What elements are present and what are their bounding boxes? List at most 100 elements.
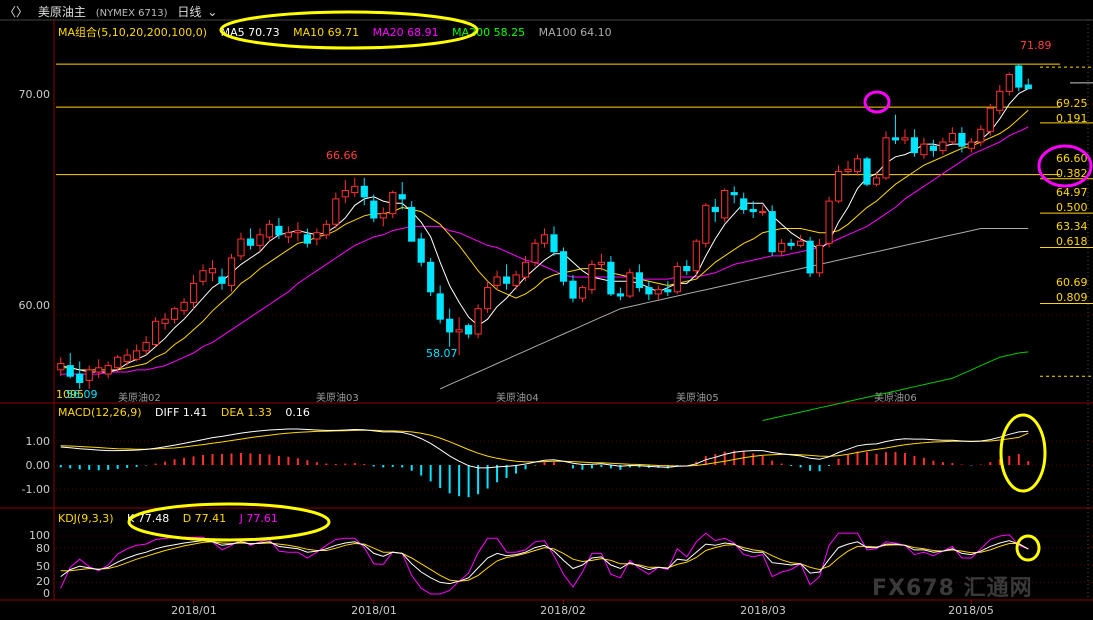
candle-body: [891, 137, 900, 141]
candle-body: [360, 185, 368, 198]
x-tick-label: 2018/02: [540, 604, 586, 617]
ma20-line: [60, 126, 1029, 375]
highlight-ellipse: [219, 10, 479, 50]
candle-body: [673, 266, 681, 293]
candle-body: [66, 365, 74, 377]
candle-body: [692, 240, 700, 272]
candle-body: [759, 211, 767, 214]
candle-body: [227, 257, 236, 286]
highlight-ellipse: [127, 502, 331, 542]
candle-body: [322, 223, 330, 236]
fib-price-3: 63.34: [1056, 220, 1088, 233]
candle-body: [948, 133, 956, 143]
symbol-name[interactable]: 美原油主: [37, 5, 86, 19]
candle-body: [303, 234, 311, 244]
price-tick-70: 70.00: [18, 88, 51, 101]
candle-body: [493, 276, 501, 286]
candle-body: [977, 128, 985, 143]
candle-body: [559, 251, 568, 282]
kdj-tick-50: 50: [36, 560, 50, 573]
candle-body: [427, 261, 435, 293]
candle-body: [996, 90, 1004, 111]
ma5-label: MA5 70.73: [220, 26, 280, 39]
contract-name: 美原油02: [118, 393, 161, 404]
fib-ratio-4: 0.809: [1056, 291, 1088, 304]
candle-body: [123, 354, 131, 362]
candle-body: [645, 287, 653, 295]
ma-group-label[interactable]: MA组合(5,10,20,200,100,0): [58, 26, 208, 39]
macd-diff-label: DIFF 1.41: [155, 406, 208, 419]
candle-body: [95, 367, 103, 373]
candle-body: [237, 238, 245, 257]
watermark: FX678 汇通网: [872, 576, 1033, 601]
candle-body: [1005, 74, 1013, 92]
candle-body: [730, 192, 738, 196]
candle-body: [199, 270, 207, 282]
kdj-k-line: [60, 540, 1029, 585]
contract-name: 美原油06: [874, 393, 917, 404]
candle-body: [180, 301, 188, 312]
candle-body: [503, 276, 511, 284]
exchange-code: (NYMEX 6713): [95, 8, 168, 19]
candle-body: [569, 280, 577, 299]
candle-body: [588, 263, 596, 291]
ma10-line: [60, 109, 1029, 371]
macd-dea-line: [60, 429, 1029, 467]
candle-body: [835, 171, 843, 202]
annotation-left-low: 56.09: [66, 388, 98, 401]
fib-ratio-3: 0.618: [1056, 235, 1088, 248]
kdj-tick-0: 0: [43, 587, 50, 600]
candle-body: [161, 318, 169, 324]
kdj-j-line: [60, 532, 1029, 595]
highlight-ellipse: [863, 90, 891, 114]
fib-price-1: 66.60: [1056, 152, 1088, 165]
kdj-group-label[interactable]: KDJ(9,3,3): [58, 512, 114, 525]
macd-tick-1: 1.00: [25, 435, 51, 448]
highlight-ellipse: [999, 413, 1047, 493]
candle-body: [531, 242, 539, 263]
candle-body: [872, 177, 881, 185]
candle-body: [246, 238, 255, 246]
chevron-down-icon: ⌄: [207, 5, 218, 19]
candle-body: [190, 282, 198, 303]
x-tick-label: 2018/03: [740, 604, 786, 617]
candle-body: [825, 200, 833, 244]
candle-body: [521, 261, 530, 278]
candle-body: [256, 234, 264, 246]
candle-body: [920, 143, 928, 156]
macd-value-label: 0.16: [285, 406, 310, 419]
candle-body: [370, 200, 378, 219]
candle-body: [436, 293, 444, 320]
candle-body: [512, 274, 520, 286]
candle-body: [967, 141, 975, 149]
ma20-label: MA20 68.91: [372, 26, 439, 39]
macd-tick-0: 0.00: [25, 459, 51, 472]
macd-group-label[interactable]: MACD(12,26,9): [58, 406, 142, 419]
candle-body: [816, 244, 824, 274]
ma100-line: [439, 228, 1029, 390]
candle-body: [844, 168, 852, 172]
x-tick-label: 2018/05: [948, 604, 994, 617]
candle-body: [332, 198, 340, 225]
kdj-d-line: [60, 541, 1029, 582]
candle-body: [85, 369, 93, 381]
price-tick-60: 60.00: [18, 299, 51, 312]
candle-body: [398, 194, 406, 200]
candle-body: [721, 190, 729, 219]
period-selector[interactable]: 日线 ⌄: [177, 5, 223, 19]
macd-legend: MACD(12,26,9) DIFF 1.41 DEA 1.33 0.16: [58, 406, 320, 419]
candle-body: [597, 261, 605, 265]
contract-name: 美原油04: [496, 393, 539, 404]
candle-body: [417, 238, 425, 263]
kdj-j-label: J 77.61: [239, 512, 278, 525]
fib-ratio-1: 0.382: [1056, 167, 1088, 180]
candle-body: [313, 232, 321, 240]
candle-body: [152, 320, 160, 345]
candle-body: [171, 308, 179, 320]
candle-body: [740, 198, 748, 210]
macd-dea-label: DEA 1.33: [220, 406, 272, 419]
back-arrow-icon[interactable]: 〈〉: [4, 5, 29, 19]
candle-body: [626, 272, 634, 297]
candle-body: [104, 365, 112, 375]
